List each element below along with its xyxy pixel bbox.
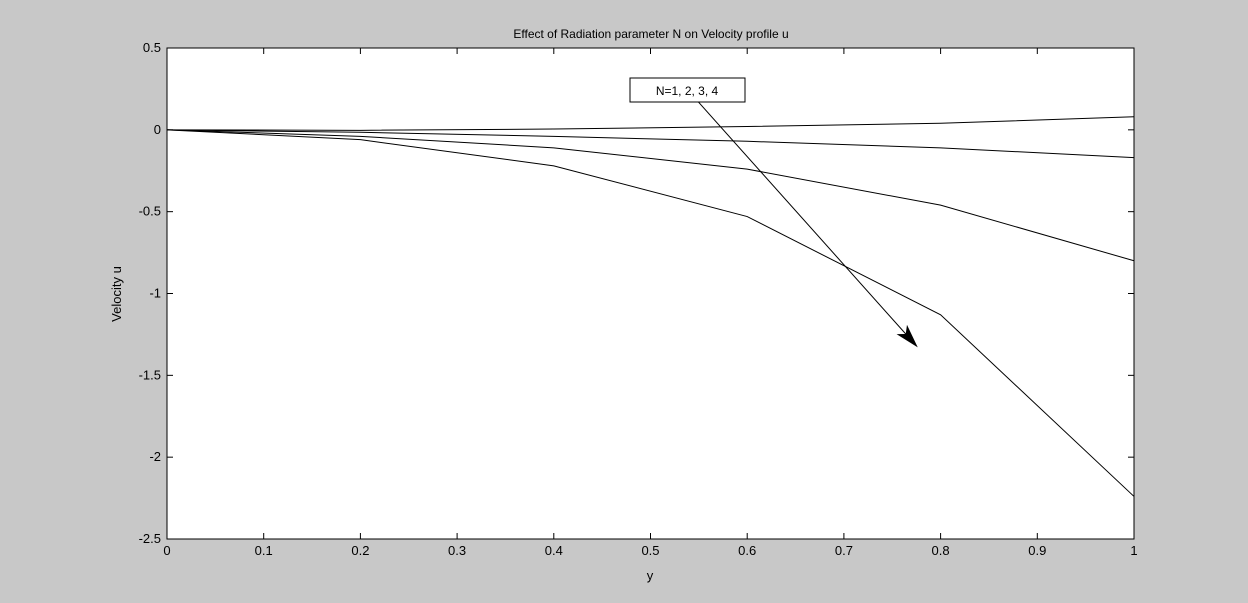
y-tick-label: -1 [149, 286, 161, 301]
series-line-3 [166, 129, 1135, 262]
series-lines [166, 116, 1135, 497]
annotation: N=1, 2, 3, 4 [629, 77, 918, 348]
series-line-2 [166, 129, 1135, 159]
ticks [166, 47, 1135, 540]
x-tick-label: 0.2 [351, 543, 369, 558]
y-tick-labels: -2.5 -2 -1.5 -1 -0.5 0 0.5 [139, 40, 161, 546]
y-tick-label: -0.5 [139, 204, 161, 219]
x-tick-label: 0.3 [448, 543, 466, 558]
x-tick-label: 0.7 [835, 543, 853, 558]
x-tick-label: 0.6 [738, 543, 756, 558]
chart-title: Effect of Radiation parameter N on Veloc… [513, 27, 788, 41]
annotation-arrow [693, 96, 918, 348]
x-tick-label: 0.1 [255, 543, 273, 558]
x-tick-label: 0.8 [932, 543, 950, 558]
x-tick-labels: 0 0.1 0.2 0.3 0.4 0.5 0.6 0.7 0.8 0.9 1 [163, 543, 1137, 558]
x-tick-label: 0.4 [545, 543, 563, 558]
y-tick-label: 0.5 [143, 40, 161, 55]
x-axis-label: y [647, 568, 654, 583]
annotation-box [629, 77, 746, 103]
series-line-4 [166, 129, 1135, 497]
y-tick-label: -2.5 [139, 531, 161, 546]
x-tick-label: 0.9 [1028, 543, 1046, 558]
x-tick-label: 1 [1130, 543, 1137, 558]
x-tick-label: 0.5 [641, 543, 659, 558]
y-tick-label: -2 [149, 449, 161, 464]
plot-area: N=1, 2, 3, 4 [166, 47, 1135, 540]
series-line-1 [166, 116, 1135, 131]
y-axis-label: Velocity u [109, 266, 124, 322]
y-tick-label: -1.5 [139, 367, 161, 382]
annotation-label: N=1, 2, 3, 4 [656, 84, 719, 98]
x-tick-label: 0 [163, 543, 170, 558]
y-tick-label: 0 [154, 122, 161, 137]
